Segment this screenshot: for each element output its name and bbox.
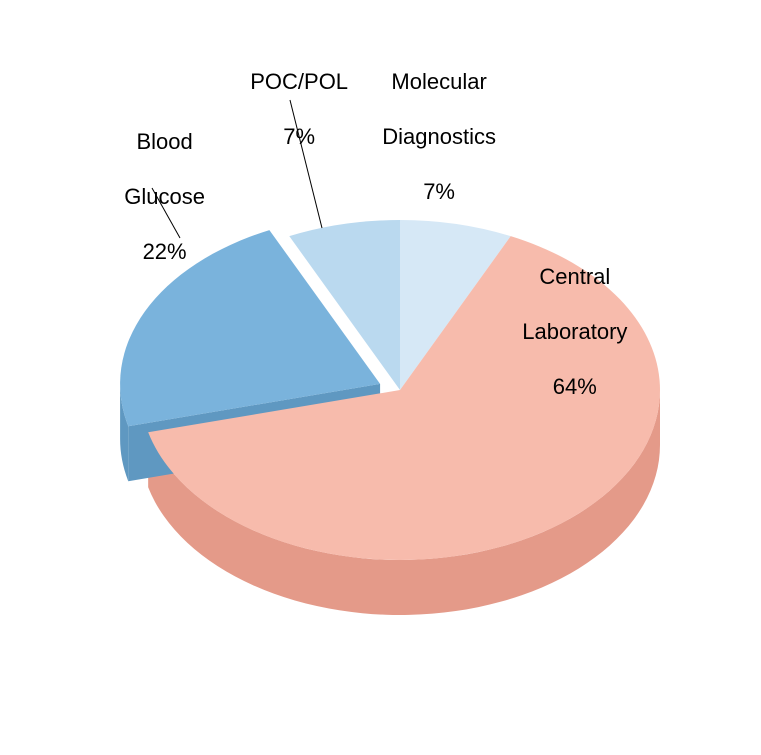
label-line: 7% <box>423 179 455 204</box>
label-central-laboratory: Central Laboratory 64% <box>510 235 627 400</box>
label-poc-pol: POC/POL 7% <box>238 40 348 150</box>
label-line: 64% <box>553 374 597 399</box>
label-line: Diagnostics <box>382 124 496 149</box>
label-line: Glucose <box>124 184 205 209</box>
label-line: Central <box>539 264 610 289</box>
label-line: Blood <box>136 129 192 154</box>
label-line: 7% <box>283 124 315 149</box>
label-blood-glucose: Blood Glucose 22% <box>112 100 205 265</box>
label-line: Laboratory <box>522 319 627 344</box>
label-line: Molecular <box>391 69 486 94</box>
label-line: POC/POL <box>250 69 348 94</box>
label-line: 22% <box>143 239 187 264</box>
label-molecular-diagnostics: Molecular Diagnostics 7% <box>370 40 496 205</box>
